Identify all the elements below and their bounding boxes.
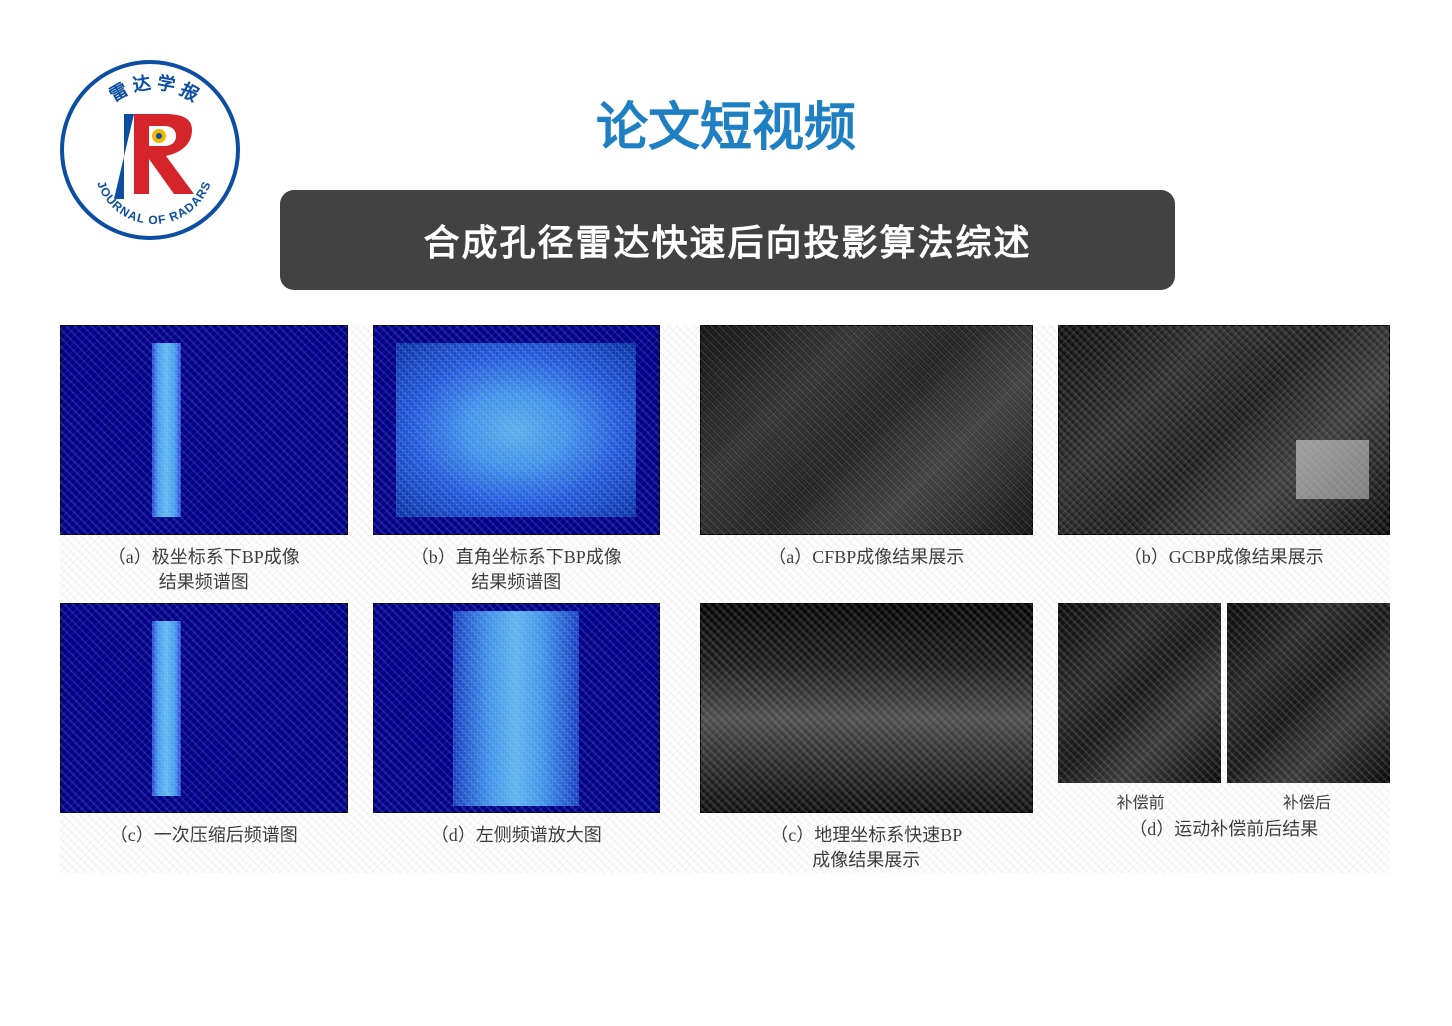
figures-container: （a）极坐标系下BP成像 结果频谱图 （b）直角坐标系下BP成像 结果频谱图 （…: [60, 325, 1390, 873]
sar-d-right-image: [1227, 603, 1390, 783]
page-title: 论文短视频: [0, 85, 1452, 160]
logo-bottom-text: JOURNAL OF RADARS: [94, 179, 214, 227]
subtitle-bar: 合成孔径雷达快速后向投影算法综述: [280, 190, 1175, 290]
subtitle-text: 合成孔径雷达快速后向投影算法综述: [310, 214, 1145, 266]
right-figure-grid: （a）CFBP成像结果展示 （b）GCBP成像结果展示 （c）地理坐标系快速BP…: [700, 325, 1390, 873]
right-fig-d: 补偿前 补偿后 （d）运动补偿前后结果: [1058, 603, 1391, 873]
sar-d-pair: [1058, 603, 1391, 783]
svg-text:JOURNAL OF RADARS: JOURNAL OF RADARS: [94, 179, 214, 227]
